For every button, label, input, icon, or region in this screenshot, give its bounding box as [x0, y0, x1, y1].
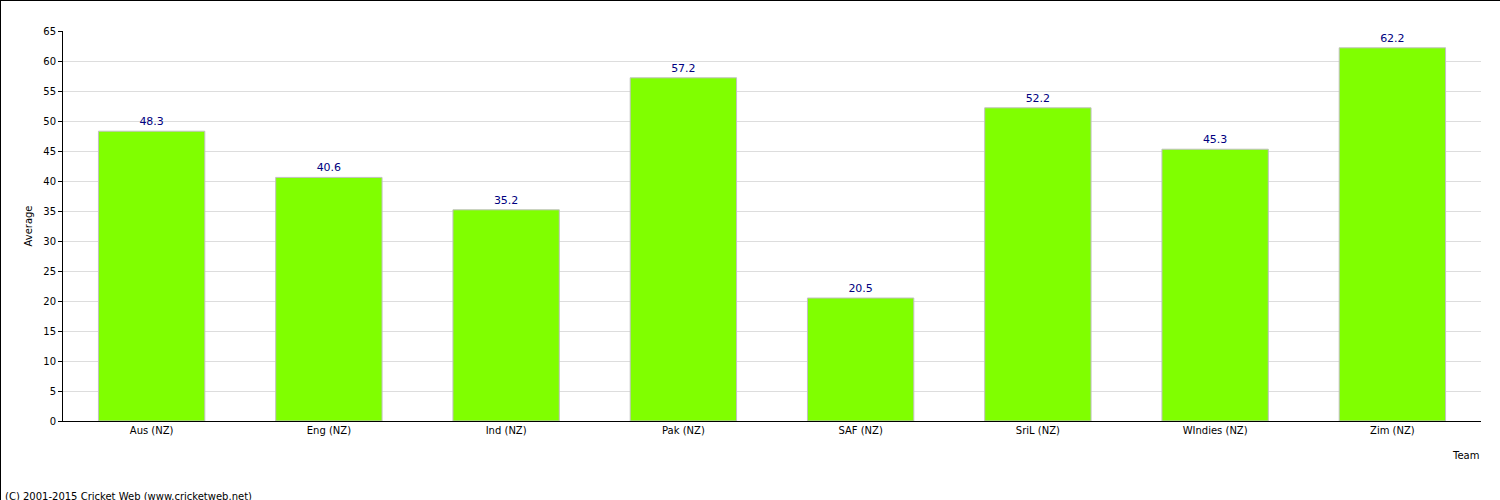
svg-text:50: 50: [43, 116, 56, 127]
svg-text:40.6: 40.6: [317, 161, 342, 174]
svg-text:5: 5: [50, 386, 56, 397]
svg-text:Average: Average: [23, 205, 34, 246]
svg-text:62.2: 62.2: [1380, 32, 1405, 45]
svg-text:52.2: 52.2: [1026, 92, 1051, 105]
svg-text:Eng (NZ): Eng (NZ): [307, 425, 351, 436]
svg-text:WIndies (NZ): WIndies (NZ): [1183, 425, 1248, 436]
svg-text:15: 15: [43, 326, 56, 337]
svg-text:Team: Team: [1452, 450, 1479, 461]
svg-text:55: 55: [43, 86, 56, 97]
svg-text:SAF (NZ): SAF (NZ): [838, 425, 883, 436]
svg-text:Aus (NZ): Aus (NZ): [130, 425, 174, 436]
svg-text:Zim (NZ): Zim (NZ): [1370, 425, 1415, 436]
svg-text:40: 40: [43, 176, 56, 187]
svg-text:(C) 2001-2015 Cricket Web (www: (C) 2001-2015 Cricket Web (www.cricketwe…: [5, 491, 252, 500]
svg-text:20: 20: [43, 296, 56, 307]
svg-text:35.2: 35.2: [494, 194, 519, 207]
svg-text:0: 0: [50, 416, 56, 427]
svg-text:57.2: 57.2: [671, 62, 696, 75]
svg-text:10: 10: [43, 356, 56, 367]
svg-text:Ind (NZ): Ind (NZ): [486, 425, 527, 436]
svg-text:45: 45: [43, 146, 56, 157]
svg-text:48.3: 48.3: [139, 115, 164, 128]
svg-text:Pak (NZ): Pak (NZ): [662, 425, 705, 436]
svg-text:60: 60: [43, 56, 56, 67]
svg-text:35: 35: [43, 206, 56, 217]
svg-text:30: 30: [43, 236, 56, 247]
svg-text:20.5: 20.5: [848, 282, 873, 295]
svg-text:65: 65: [43, 26, 56, 37]
svg-text:25: 25: [43, 266, 56, 277]
svg-text:45.3: 45.3: [1203, 133, 1228, 146]
svg-text:SriL (NZ): SriL (NZ): [1016, 425, 1060, 436]
